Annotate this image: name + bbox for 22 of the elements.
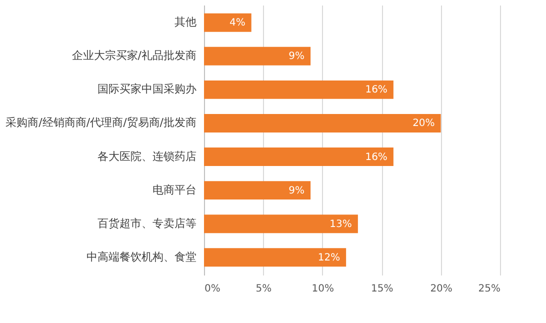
data-label: 9%	[288, 51, 305, 62]
data-label: 16%	[365, 152, 388, 163]
y-tick-label: 其他	[174, 16, 196, 29]
y-tick-label: 企业大宗买家/礼品批发商	[72, 49, 196, 62]
x-tick-label: 20%	[430, 284, 452, 294]
y-tick-label: 百货超市、专卖店等	[98, 216, 196, 230]
data-label: 9%	[288, 185, 305, 196]
y-tick-label: 国际买家中国采购办	[98, 82, 196, 96]
data-label: 16%	[365, 84, 388, 96]
data-label: 12%	[318, 252, 340, 264]
y-tick-label: 中高端餐饮机构、食堂	[86, 250, 196, 264]
data-label: 4%	[229, 18, 246, 29]
x-tick-label: 15%	[370, 284, 394, 294]
y-tick-label: 电商平台	[152, 183, 196, 196]
data-label: 20%	[412, 118, 435, 130]
data-label: 13%	[330, 218, 352, 230]
x-tick-label: 5%	[256, 284, 272, 294]
y-tick-label: 采购商/经销商商/代理商/贸易商/批发商	[6, 116, 196, 130]
x-tick-label: 25%	[478, 284, 500, 294]
x-tick-label: 10%	[312, 284, 334, 294]
y-tick-label: 各大医院、连锁药店	[98, 150, 196, 163]
x-tick-label: 0%	[204, 284, 220, 294]
